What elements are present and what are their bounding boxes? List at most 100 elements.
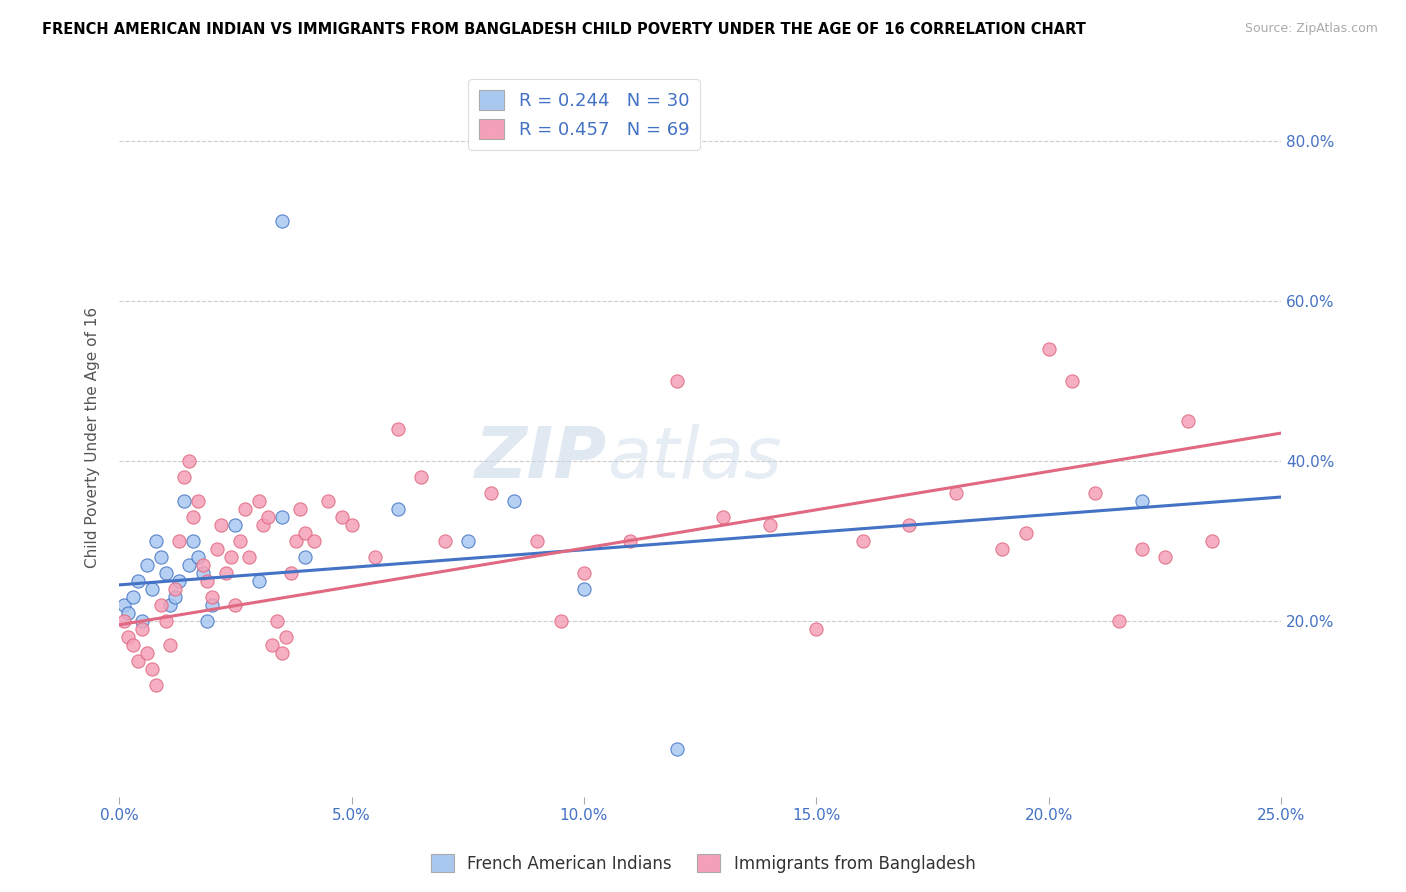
Point	[1015, 525, 1038, 540]
Point	[224, 598, 246, 612]
Point	[387, 502, 409, 516]
Point	[713, 510, 735, 524]
Point	[280, 566, 302, 580]
Point	[122, 590, 145, 604]
Point	[145, 533, 167, 548]
Point	[127, 654, 149, 668]
Point	[550, 614, 572, 628]
Point	[169, 533, 191, 548]
Point	[131, 622, 153, 636]
Point	[411, 470, 433, 484]
Point	[294, 525, 316, 540]
Point	[197, 574, 219, 588]
Point	[387, 422, 409, 436]
Point	[759, 518, 782, 533]
Text: ZIP: ZIP	[475, 424, 607, 493]
Point	[159, 638, 181, 652]
Point	[1038, 342, 1060, 356]
Point	[247, 494, 270, 508]
Point	[1154, 549, 1177, 564]
Point	[177, 558, 200, 572]
Point	[572, 566, 595, 580]
Point	[191, 558, 214, 572]
Point	[112, 598, 135, 612]
Legend: French American Indians, Immigrants from Bangladesh: French American Indians, Immigrants from…	[425, 847, 981, 880]
Point	[238, 549, 260, 564]
Point	[209, 518, 232, 533]
Point	[1201, 533, 1223, 548]
Point	[433, 533, 456, 548]
Point	[187, 549, 209, 564]
Point	[187, 494, 209, 508]
Point	[898, 518, 921, 533]
Point	[136, 646, 159, 660]
Point	[340, 518, 363, 533]
Point	[191, 566, 214, 580]
Point	[572, 582, 595, 596]
Point	[1084, 486, 1107, 500]
Point	[364, 549, 387, 564]
Point	[945, 486, 967, 500]
Point	[201, 590, 224, 604]
Point	[183, 533, 205, 548]
Point	[503, 494, 526, 508]
Point	[1177, 414, 1199, 428]
Point	[665, 374, 688, 388]
Point	[183, 510, 205, 524]
Point	[149, 549, 172, 564]
Point	[479, 486, 502, 500]
Point	[163, 582, 186, 596]
Point	[233, 502, 256, 516]
Point	[219, 549, 242, 564]
Point	[330, 510, 353, 524]
Text: FRENCH AMERICAN INDIAN VS IMMIGRANTS FROM BANGLADESH CHILD POVERTY UNDER THE AGE: FRENCH AMERICAN INDIAN VS IMMIGRANTS FRO…	[42, 22, 1085, 37]
Point	[304, 533, 326, 548]
Point	[270, 646, 292, 660]
Point	[173, 494, 195, 508]
Point	[252, 518, 274, 533]
Point	[197, 614, 219, 628]
Point	[163, 590, 186, 604]
Point	[117, 606, 139, 620]
Point	[169, 574, 191, 588]
Point	[266, 614, 288, 628]
Point	[159, 598, 181, 612]
Point	[270, 510, 292, 524]
Point	[284, 533, 307, 548]
Point	[215, 566, 238, 580]
Point	[145, 678, 167, 692]
Point	[155, 566, 177, 580]
Legend: R = 0.244   N = 30, R = 0.457   N = 69: R = 0.244 N = 30, R = 0.457 N = 69	[468, 79, 700, 150]
Point	[852, 533, 875, 548]
Point	[201, 598, 224, 612]
Point	[205, 541, 228, 556]
Point	[122, 638, 145, 652]
Point	[1108, 614, 1130, 628]
Point	[224, 518, 246, 533]
Point	[276, 630, 298, 644]
Point	[290, 502, 312, 516]
Point	[247, 574, 270, 588]
Point	[991, 541, 1014, 556]
Point	[256, 510, 278, 524]
Text: Source: ZipAtlas.com: Source: ZipAtlas.com	[1244, 22, 1378, 36]
Text: atlas: atlas	[607, 424, 782, 493]
Point	[141, 582, 163, 596]
Point	[316, 494, 339, 508]
Point	[127, 574, 149, 588]
Point	[155, 614, 177, 628]
Point	[177, 454, 200, 468]
Point	[141, 662, 163, 676]
Point	[1130, 494, 1153, 508]
Point	[526, 533, 548, 548]
Point	[262, 638, 284, 652]
Point	[1130, 541, 1153, 556]
Point	[136, 558, 159, 572]
Point	[1062, 374, 1084, 388]
Point	[619, 533, 641, 548]
Point	[665, 741, 688, 756]
Point	[149, 598, 172, 612]
Point	[229, 533, 252, 548]
Point	[294, 549, 316, 564]
Point	[270, 214, 292, 228]
